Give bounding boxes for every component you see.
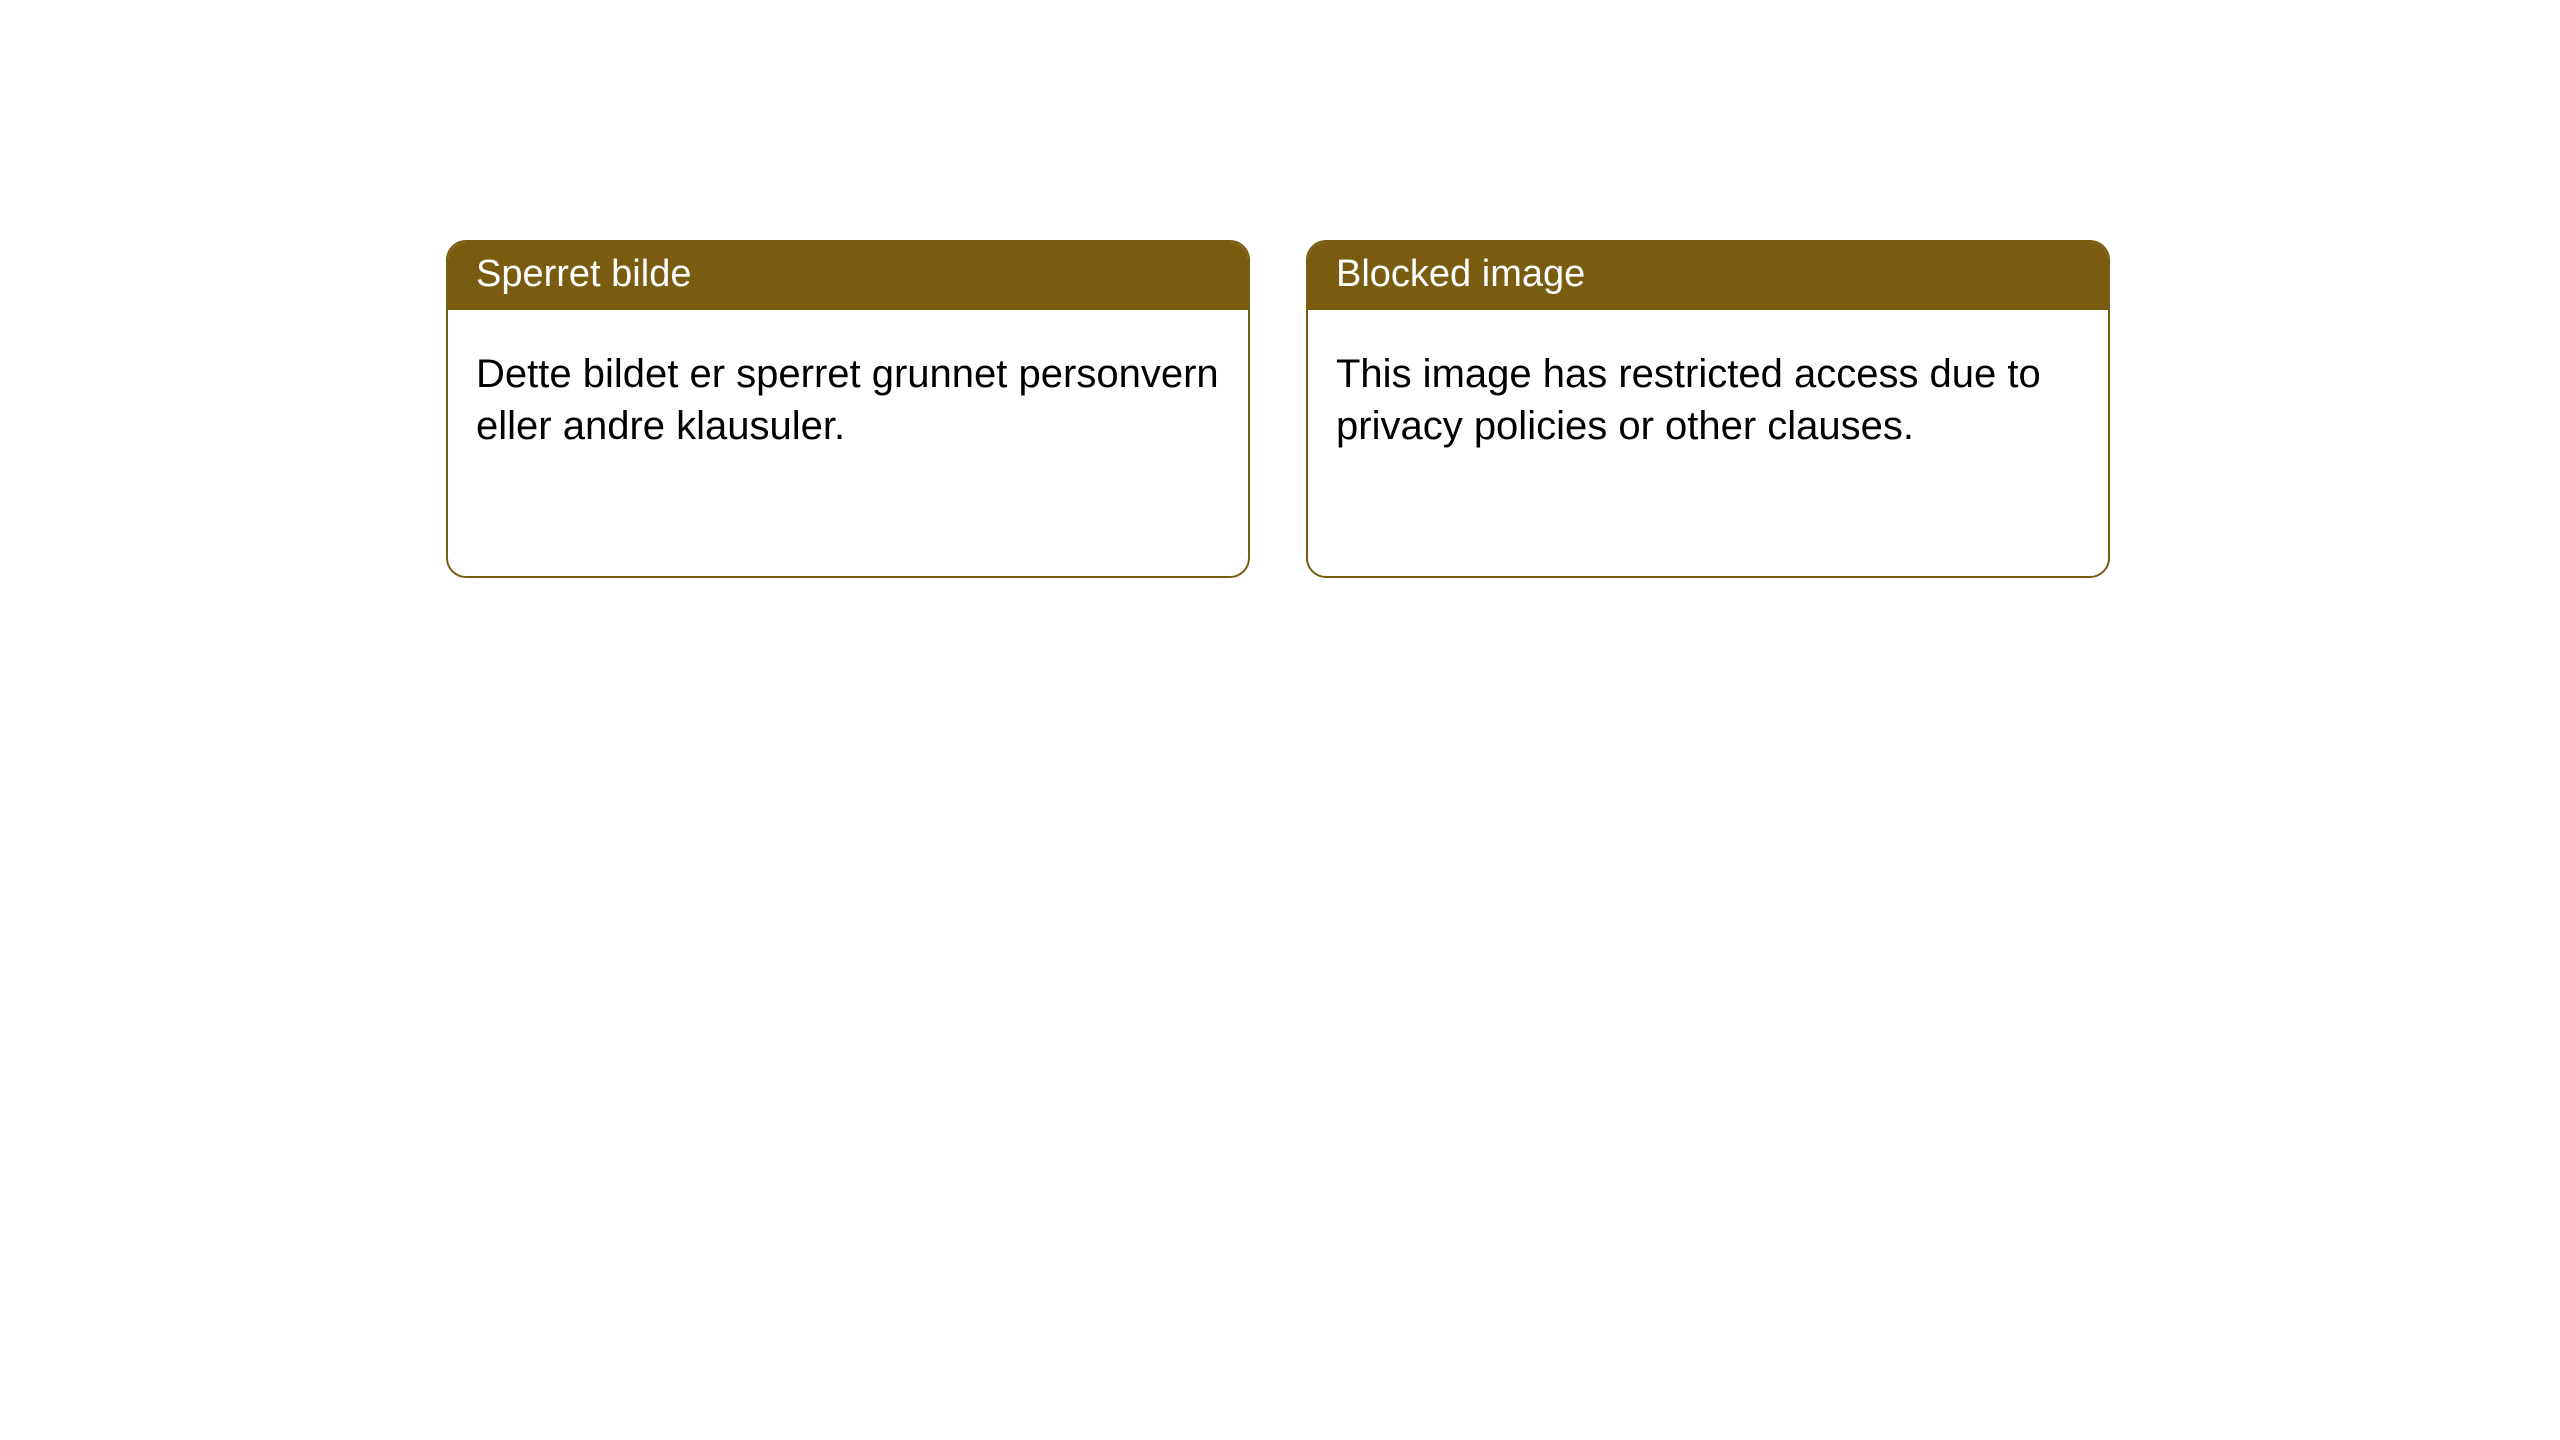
card-body: This image has restricted access due to …	[1308, 310, 2108, 492]
notice-cards-container: Sperret bilde Dette bildet er sperret gr…	[0, 0, 2560, 578]
card-body: Dette bildet er sperret grunnet personve…	[448, 310, 1248, 492]
card-header: Sperret bilde	[448, 242, 1248, 310]
card-header: Blocked image	[1308, 242, 2108, 310]
card-body-text: This image has restricted access due to …	[1336, 352, 2041, 449]
card-title: Blocked image	[1336, 253, 1585, 295]
card-title: Sperret bilde	[476, 253, 691, 295]
notice-card-norwegian: Sperret bilde Dette bildet er sperret gr…	[446, 240, 1250, 578]
card-body-text: Dette bildet er sperret grunnet personve…	[476, 352, 1219, 449]
notice-card-english: Blocked image This image has restricted …	[1306, 240, 2110, 578]
